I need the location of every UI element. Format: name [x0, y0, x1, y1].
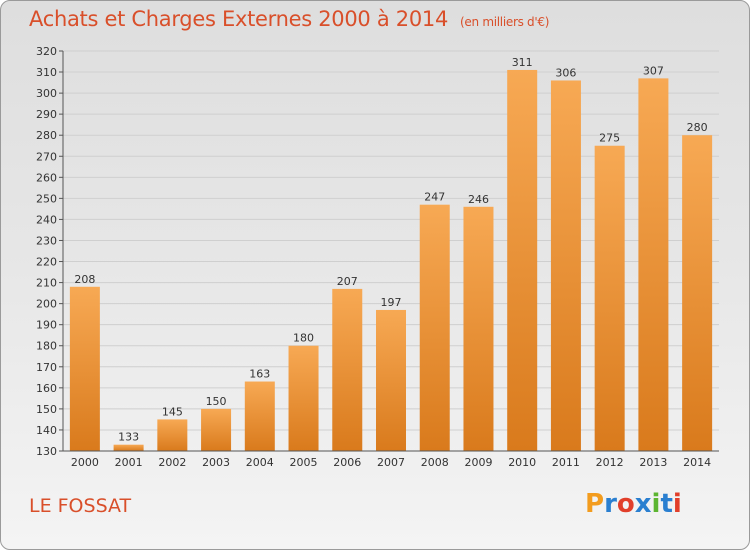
y-axis: 130 140 150 160 170 180 190 200 210 220 230 240 250 2…	[36, 45, 64, 458]
x-tick-label: 2010	[508, 456, 536, 469]
x-axis: 2000 2001 2002 2003 2004 2005 2006 2007 2008 2009…	[63, 450, 719, 469]
data-label-2005: 180	[293, 332, 314, 345]
bar-2000	[69, 286, 100, 451]
logo-letter: i	[672, 489, 682, 519]
y-tick-label: 300	[36, 87, 57, 100]
y-tick-label: 280	[36, 129, 57, 142]
chart-title: Achats et Charges Externes 2000 à 2014 (e…	[29, 7, 549, 31]
logo-letter: r	[604, 489, 617, 519]
logo-letter: o	[616, 489, 635, 519]
data-label-2013: 307	[643, 64, 664, 77]
bar-2006	[332, 288, 363, 451]
bar-2013	[638, 78, 669, 452]
data-label-2010: 311	[512, 56, 533, 69]
x-tick-label: 2004	[246, 456, 274, 469]
y-tick-label: 240	[36, 213, 57, 226]
x-tick-label: 2013	[639, 456, 667, 469]
logo-letter: x	[634, 489, 652, 519]
bar-2009	[463, 206, 494, 451]
logo-letter: i	[651, 489, 661, 519]
y-tick-label: 180	[36, 340, 57, 353]
y-tick-label: 150	[36, 403, 57, 416]
bar-2014	[682, 135, 713, 452]
y-tick-label: 290	[36, 108, 57, 121]
bar-2011	[550, 80, 581, 451]
x-tick-label: 2003	[202, 456, 230, 469]
bars: 208 133 145 150 163 180 207 197 247 246 311 306 275 3…	[69, 56, 713, 452]
y-tick-label: 270	[36, 150, 57, 163]
data-label-2011: 306	[555, 66, 576, 79]
y-tick-label: 130	[36, 445, 57, 458]
x-tick-label: 2000	[71, 456, 99, 469]
data-label-2008: 247	[424, 191, 445, 204]
x-tick-label: 2007	[377, 456, 405, 469]
y-tick-label: 200	[36, 298, 57, 311]
bar-2010	[507, 69, 538, 452]
x-tick-label: 2011	[552, 456, 580, 469]
data-label-2004: 163	[249, 368, 270, 381]
bar-2003	[201, 408, 232, 451]
y-tick-label: 220	[36, 256, 57, 269]
y-tick-label: 320	[36, 45, 57, 58]
y-tick-label: 230	[36, 234, 57, 247]
town-name: LE FOSSAT	[29, 495, 132, 517]
data-label-2009: 246	[468, 193, 489, 206]
logo-letter: P	[585, 489, 605, 519]
x-tick-label: 2005	[290, 456, 318, 469]
data-label-2014: 280	[687, 121, 708, 134]
data-label-2000: 208	[74, 273, 95, 286]
data-label-2001: 133	[118, 431, 139, 444]
data-label-2012: 275	[599, 132, 620, 145]
data-label-2003: 150	[206, 395, 227, 408]
chart-title-text: Achats et Charges Externes 2000 à 2014	[29, 7, 449, 31]
y-tick-label: 250	[36, 192, 57, 205]
bar-2001	[113, 444, 144, 451]
bar-2005	[288, 345, 319, 451]
x-tick-label: 2002	[158, 456, 186, 469]
proxiti-logo: Proxiti	[585, 489, 682, 519]
y-tick-label: 310	[36, 66, 57, 79]
y-tick-label: 160	[36, 382, 57, 395]
chart-unit: (en milliers d'€)	[460, 15, 550, 29]
x-tick-label: 2012	[596, 456, 624, 469]
data-label-2007: 197	[381, 296, 402, 309]
bar-2012	[594, 145, 625, 451]
y-tick-label: 260	[36, 171, 57, 184]
bar-2002	[157, 419, 188, 451]
logo-letter: t	[660, 489, 673, 519]
y-tick-label: 170	[36, 361, 57, 374]
data-label-2002: 145	[162, 405, 183, 418]
y-tick-label: 140	[36, 424, 57, 437]
bar-2008	[419, 204, 450, 451]
y-tick-label: 210	[36, 277, 57, 290]
data-label-2006: 207	[337, 275, 358, 288]
x-tick-label: 2009	[464, 456, 492, 469]
x-tick-label: 2001	[115, 456, 143, 469]
y-tick-label: 190	[36, 319, 57, 332]
x-tick-label: 2006	[333, 456, 361, 469]
bar-2004	[244, 381, 275, 451]
bar-2007	[376, 309, 406, 451]
x-tick-label: 2014	[683, 456, 711, 469]
x-tick-label: 2008	[421, 456, 449, 469]
